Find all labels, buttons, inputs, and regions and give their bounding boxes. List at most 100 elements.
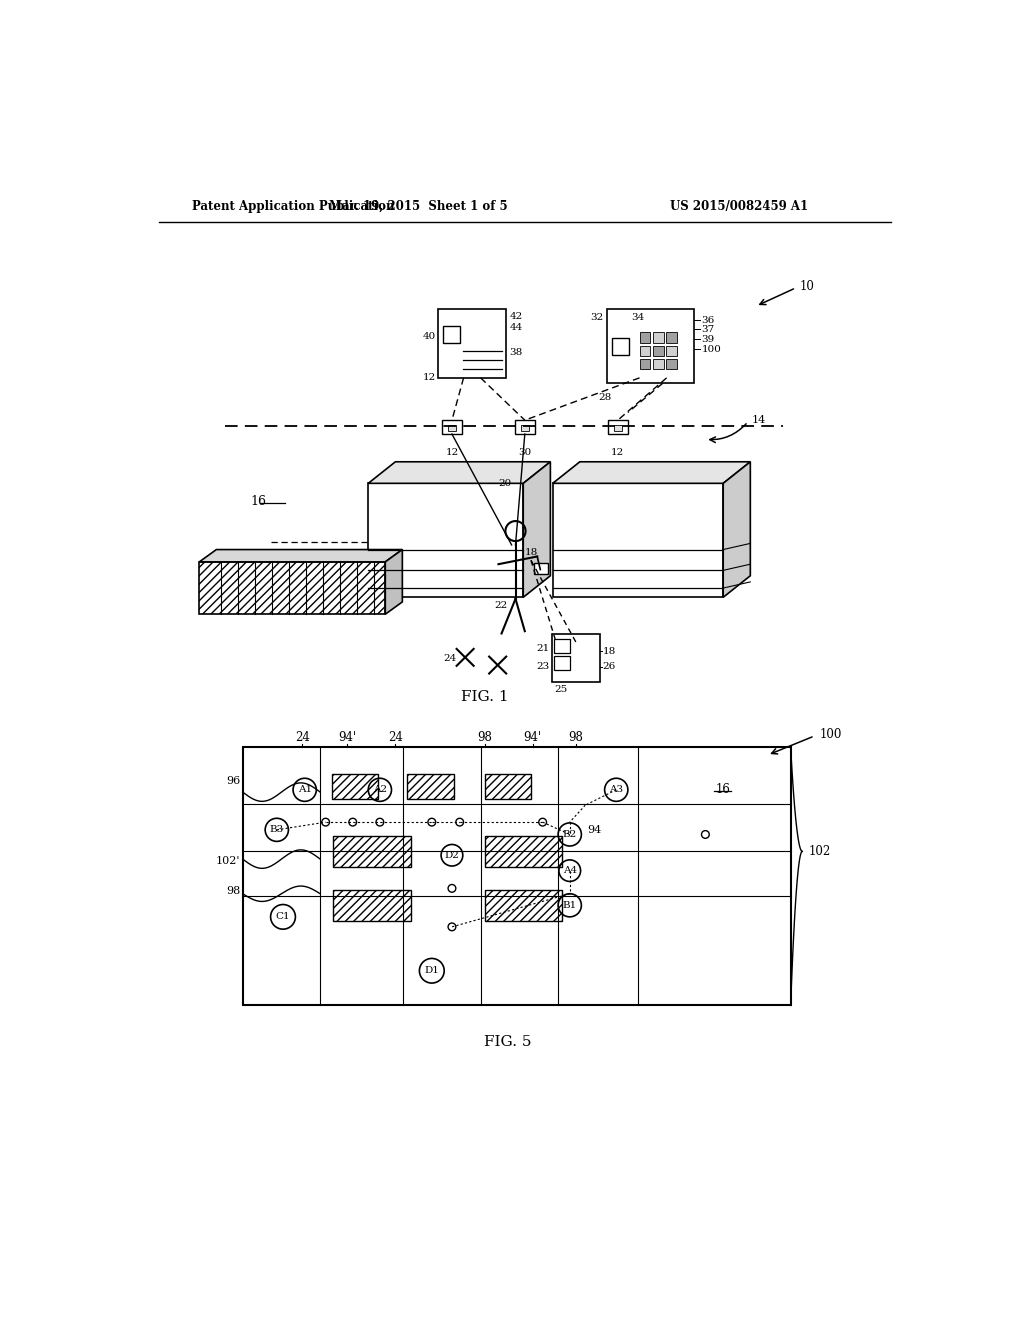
Text: 12: 12 xyxy=(423,374,435,383)
Text: 24: 24 xyxy=(295,731,310,744)
Text: 96: 96 xyxy=(226,776,241,785)
Text: 94': 94' xyxy=(523,731,542,744)
Bar xyxy=(369,483,523,598)
Text: 12: 12 xyxy=(611,447,625,457)
Text: 44: 44 xyxy=(509,323,522,333)
Bar xyxy=(243,747,791,1006)
Text: 24: 24 xyxy=(388,731,402,744)
Bar xyxy=(640,333,650,343)
Bar xyxy=(484,836,562,867)
Polygon shape xyxy=(723,462,751,598)
Text: 40: 40 xyxy=(423,331,435,341)
Text: 100: 100 xyxy=(701,345,721,354)
Bar xyxy=(484,890,562,921)
Bar xyxy=(607,420,628,434)
Text: 10: 10 xyxy=(800,280,815,293)
Text: 26: 26 xyxy=(602,663,615,671)
Bar xyxy=(554,639,569,653)
Text: 34: 34 xyxy=(632,313,645,322)
Bar xyxy=(640,346,650,356)
Text: 22: 22 xyxy=(495,601,508,610)
Bar xyxy=(442,420,462,434)
Text: 30: 30 xyxy=(518,447,531,457)
Bar xyxy=(334,890,411,921)
Text: B2: B2 xyxy=(562,830,577,840)
Text: 18: 18 xyxy=(524,548,538,557)
Text: A3: A3 xyxy=(609,785,624,795)
Text: 94: 94 xyxy=(587,825,601,834)
Text: 98: 98 xyxy=(226,887,241,896)
Text: FIG. 1: FIG. 1 xyxy=(461,690,508,705)
Text: 23: 23 xyxy=(537,663,550,671)
Text: 12: 12 xyxy=(445,447,459,457)
Text: 98: 98 xyxy=(568,731,584,744)
Text: 32: 32 xyxy=(590,313,603,322)
Bar xyxy=(484,775,531,799)
Bar xyxy=(521,425,528,430)
Bar xyxy=(334,890,411,921)
Bar xyxy=(607,309,693,383)
Text: 94': 94' xyxy=(338,731,356,744)
Bar xyxy=(438,309,506,378)
Bar xyxy=(652,346,664,356)
Text: B1: B1 xyxy=(562,900,577,909)
Text: 39: 39 xyxy=(701,335,715,343)
Bar xyxy=(553,483,723,598)
Bar xyxy=(443,326,461,343)
Text: 36: 36 xyxy=(701,315,715,325)
Text: 21: 21 xyxy=(537,644,550,652)
Text: A1: A1 xyxy=(298,785,311,795)
Text: 20: 20 xyxy=(499,479,512,488)
Bar xyxy=(554,656,569,669)
Bar xyxy=(652,359,664,370)
Text: A4: A4 xyxy=(562,866,577,875)
Bar xyxy=(200,562,385,614)
Text: 100: 100 xyxy=(819,727,842,741)
Text: 16: 16 xyxy=(251,495,266,508)
Bar xyxy=(666,333,677,343)
Bar xyxy=(612,338,630,355)
Text: 37: 37 xyxy=(701,325,715,334)
Text: 24: 24 xyxy=(443,655,457,664)
Bar xyxy=(640,359,650,370)
Text: Mar. 19, 2015  Sheet 1 of 5: Mar. 19, 2015 Sheet 1 of 5 xyxy=(330,199,508,213)
Bar xyxy=(200,562,385,614)
Bar xyxy=(652,333,664,343)
Bar xyxy=(515,420,535,434)
Polygon shape xyxy=(369,462,550,483)
Text: FIG. 5: FIG. 5 xyxy=(484,1035,531,1049)
Bar xyxy=(334,836,411,867)
Text: B3: B3 xyxy=(269,825,284,834)
Text: D1: D1 xyxy=(424,966,439,975)
Bar xyxy=(535,562,548,574)
Bar xyxy=(449,425,456,430)
Text: A2: A2 xyxy=(373,785,387,795)
Text: 42: 42 xyxy=(509,312,522,321)
Bar xyxy=(552,635,600,682)
Text: 14: 14 xyxy=(752,416,766,425)
Polygon shape xyxy=(200,549,402,562)
Text: 16: 16 xyxy=(716,783,731,796)
Text: 25: 25 xyxy=(554,685,567,694)
Text: US 2015/0082459 A1: US 2015/0082459 A1 xyxy=(671,199,809,213)
Text: 102': 102' xyxy=(216,855,241,866)
Bar xyxy=(666,346,677,356)
Polygon shape xyxy=(385,549,402,614)
Bar xyxy=(614,425,622,430)
Bar xyxy=(407,775,454,799)
Bar xyxy=(484,775,531,799)
Bar xyxy=(407,775,454,799)
Text: 38: 38 xyxy=(509,348,522,356)
Bar xyxy=(332,775,378,799)
Polygon shape xyxy=(553,462,751,483)
Text: 18: 18 xyxy=(602,647,615,656)
Bar xyxy=(334,836,411,867)
Text: D2: D2 xyxy=(444,851,460,859)
Bar xyxy=(484,890,562,921)
Text: 102: 102 xyxy=(809,845,830,858)
Bar xyxy=(332,775,378,799)
Text: Patent Application Publication: Patent Application Publication xyxy=(191,199,394,213)
Bar xyxy=(484,836,562,867)
Text: C1: C1 xyxy=(275,912,291,921)
Bar xyxy=(666,359,677,370)
